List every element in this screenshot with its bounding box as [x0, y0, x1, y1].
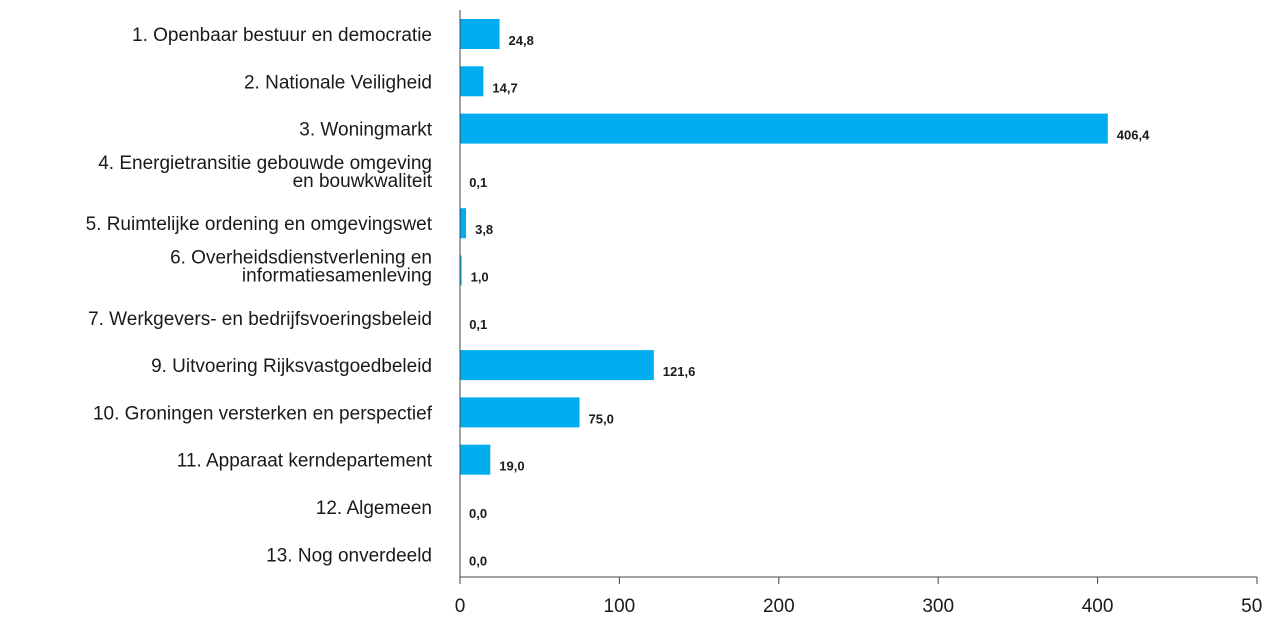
- bar: [460, 208, 467, 239]
- category-label: 4. Energietransitie gebouwde omgeving en …: [98, 153, 432, 192]
- bar: [460, 255, 462, 286]
- category-label: 11. Apparaat kerndepartement: [177, 451, 433, 472]
- x-tick-label: 200: [763, 596, 795, 617]
- bar: [460, 444, 491, 475]
- value-label: 406,4: [1117, 128, 1150, 143]
- x-tick-label: 300: [922, 596, 954, 617]
- x-tick-label: 0: [455, 596, 466, 617]
- value-label: 1,0: [471, 270, 489, 285]
- category-label-line: 6. Overheidsdienstverlening en: [170, 248, 432, 269]
- category-label: 1. Openbaar bestuur en democratie: [132, 25, 432, 46]
- category-labels-group: 1. Openbaar bestuur en democratie 2. Nati…: [86, 25, 433, 566]
- category-label: 10. Groningen versterken en perspectief: [93, 403, 433, 424]
- x-axis-ticks-group: 0 100 200 300 400 500: [455, 577, 1262, 617]
- value-label: 0,1: [469, 317, 487, 332]
- category-label: 5. Ruimtelijke ordening en omgevingswet: [86, 214, 433, 235]
- value-label: 14,7: [492, 80, 517, 95]
- bar: [460, 66, 484, 97]
- bar: [460, 350, 654, 381]
- category-label: 6. Overheidsdienstverlening en informatie…: [170, 248, 432, 287]
- category-label: 2. Nationale Veiligheid: [244, 72, 432, 93]
- category-label-line: 4. Energietransitie gebouwde omgeving: [98, 153, 432, 174]
- category-label: 3. Woningmarkt: [299, 120, 432, 141]
- category-label: 12. Algemeen: [316, 498, 432, 519]
- category-label: 9. Uitvoering Rijksvastgoedbeleid: [151, 356, 432, 377]
- value-label: 24,8: [509, 33, 534, 48]
- value-label: 3,8: [475, 222, 493, 237]
- bar: [460, 397, 580, 428]
- value-label: 75,0: [589, 411, 614, 426]
- value-label: 19,0: [499, 459, 524, 474]
- x-tick-label: 400: [1082, 596, 1114, 617]
- x-tick-label: 500: [1241, 596, 1262, 617]
- x-tick-label: 100: [604, 596, 636, 617]
- bar: [460, 19, 500, 49]
- bar: [460, 113, 1108, 144]
- value-label: 0,0: [469, 553, 487, 568]
- category-label: 7. Werkgevers- en bedrijfsvoeringsbeleid: [88, 309, 432, 330]
- value-label: 0,1: [469, 175, 487, 190]
- category-label: 13. Nog onverdeeld: [266, 545, 432, 566]
- bars-group: [460, 19, 1108, 475]
- category-label-line: en bouwkwaliteit: [293, 171, 433, 192]
- value-labels-group: 24,8 14,7 406,4 0,1 3,8 1,0 0,1 121,6 75,0 19,0 0,…: [469, 33, 1150, 568]
- category-label-line: informatiesamenleving: [242, 266, 432, 287]
- value-label: 0,0: [469, 506, 487, 521]
- value-label: 121,6: [663, 364, 696, 379]
